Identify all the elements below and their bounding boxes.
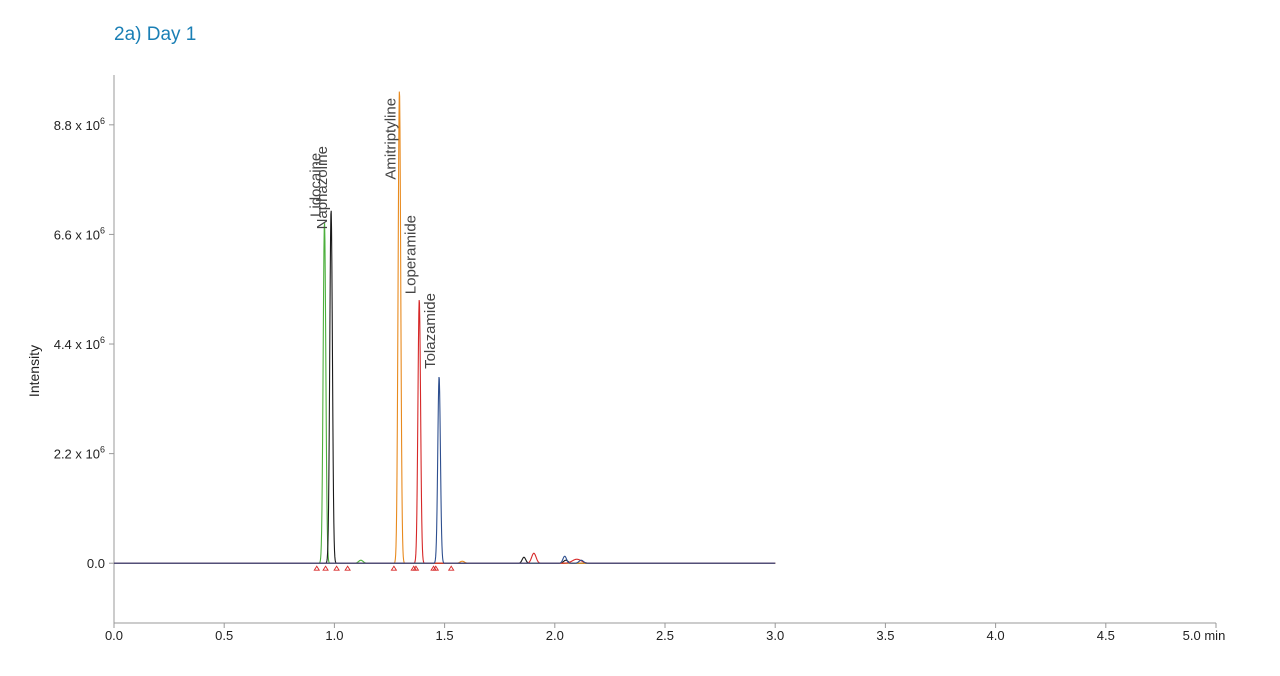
x-tick-label: 1.5	[436, 628, 454, 643]
integration-marker	[313, 565, 321, 571]
trace-loperamide	[114, 300, 776, 564]
x-tick-label: 0.0	[105, 628, 123, 643]
integration-markers	[313, 565, 455, 571]
trace-tolazamide	[114, 376, 776, 564]
integration-marker	[322, 565, 329, 571]
peak-label-loperamide: Loperamide	[402, 215, 419, 294]
x-tick-label: 3.0	[766, 628, 784, 643]
x-tick-label: 2.0	[546, 628, 564, 643]
peak-label-naphazoline: Naphazoline	[314, 146, 331, 229]
y-tick-label: 8.8 x 106	[54, 116, 105, 133]
y-axis-label: Intensity	[26, 345, 42, 397]
trace-naphazoline	[114, 210, 776, 564]
x-tick-label: 3.5	[876, 628, 894, 643]
y-tick-label: 6.6 x 106	[54, 225, 105, 242]
peak-label-amitriptyline: Amitriptyline	[382, 98, 399, 180]
x-tick-label: 1.0	[325, 628, 343, 643]
integration-marker	[333, 565, 340, 571]
x-tick-label: 5.0 min	[1183, 628, 1226, 643]
peak-label-tolazamide: Tolazamide	[422, 293, 439, 369]
peak-label-lidocaine: Lidocaine	[307, 153, 324, 217]
x-tick-label: 0.5	[215, 628, 233, 643]
traces	[114, 91, 776, 564]
x-tick-label: 2.5	[656, 628, 674, 643]
integration-marker	[390, 565, 398, 571]
y-tick-label: 2.2 x 106	[54, 445, 105, 462]
integration-marker	[344, 565, 351, 571]
integration-marker	[447, 565, 455, 571]
x-tick-label: 4.5	[1097, 628, 1115, 643]
integration-marker	[412, 565, 420, 571]
axes: 0.0 0.5 1.0 1.5 2.0 2.5 3.0 3.5 4.0 4.5 5.0 min 0.0…	[26, 75, 1225, 643]
y-tick-label: 4.4 x 106	[54, 335, 105, 352]
chart-title: 2a) Day 1	[114, 24, 197, 45]
integration-marker	[432, 565, 440, 571]
trace-amitriptyline	[114, 91, 776, 564]
x-tick-label: 4.0	[987, 628, 1005, 643]
y-tick-label: 0.0	[87, 556, 105, 571]
trace-lidocaine	[114, 223, 776, 564]
